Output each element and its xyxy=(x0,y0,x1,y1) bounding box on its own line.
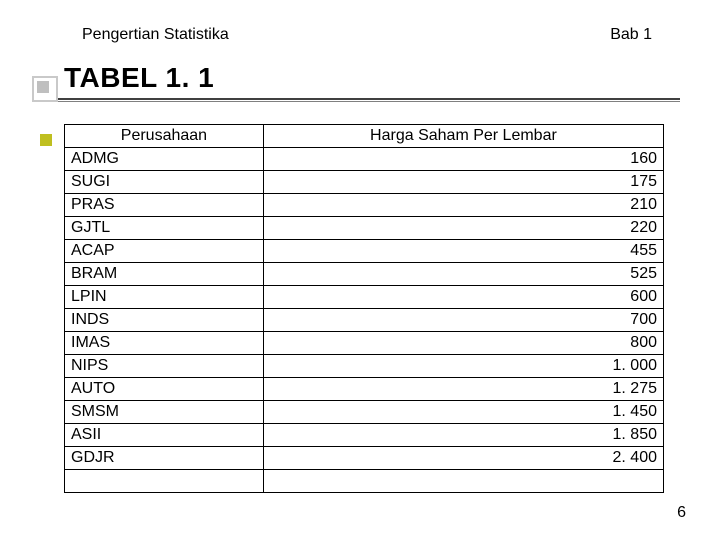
title-marker-icon xyxy=(32,76,58,102)
page-number: 6 xyxy=(677,504,686,522)
cell-price xyxy=(263,470,663,493)
cell-company: SUGI xyxy=(65,171,264,194)
table-row: GJTL220 xyxy=(65,217,664,240)
table-row: NIPS1. 000 xyxy=(65,355,664,378)
col-header-company: Perusahaan xyxy=(65,125,264,148)
cell-company: ACAP xyxy=(65,240,264,263)
table-header-row: Perusahaan Harga Saham Per Lembar xyxy=(65,125,664,148)
table-row: INDS700 xyxy=(65,309,664,332)
table-row: BRAM525 xyxy=(65,263,664,286)
col-header-price: Harga Saham Per Lembar xyxy=(263,125,663,148)
table-row: SUGI175 xyxy=(65,171,664,194)
cell-price: 600 xyxy=(263,286,663,309)
cell-price: 525 xyxy=(263,263,663,286)
cell-company: INDS xyxy=(65,309,264,332)
title-block: TABEL 1. 1 xyxy=(40,62,680,102)
table-row-blank xyxy=(65,470,664,493)
cell-company: NIPS xyxy=(65,355,264,378)
table-row: AUTO1. 275 xyxy=(65,378,664,401)
bullet-icon xyxy=(40,134,52,146)
cell-company: IMAS xyxy=(65,332,264,355)
cell-price: 210 xyxy=(263,194,663,217)
table-row: SMSM1. 450 xyxy=(65,401,664,424)
table-row: ASII1. 850 xyxy=(65,424,664,447)
slide-header: Pengertian Statistika Bab 1 xyxy=(0,0,720,44)
cell-price: 160 xyxy=(263,148,663,171)
cell-price: 2. 400 xyxy=(263,447,663,470)
cell-price: 1. 850 xyxy=(263,424,663,447)
cell-price: 175 xyxy=(263,171,663,194)
cell-price: 1. 450 xyxy=(263,401,663,424)
table-row: IMAS800 xyxy=(65,332,664,355)
table-row: ACAP455 xyxy=(65,240,664,263)
header-right: Bab 1 xyxy=(610,26,652,44)
body: Perusahaan Harga Saham Per Lembar ADMG16… xyxy=(54,124,666,493)
cell-company: GJTL xyxy=(65,217,264,240)
cell-company: AUTO xyxy=(65,378,264,401)
title-rule xyxy=(36,98,680,102)
header-left: Pengertian Statistika xyxy=(82,26,229,44)
table-row: LPIN600 xyxy=(65,286,664,309)
cell-company: PRAS xyxy=(65,194,264,217)
slide: Pengertian Statistika Bab 1 TABEL 1. 1 P… xyxy=(0,0,720,540)
table-row: ADMG160 xyxy=(65,148,664,171)
cell-company: ADMG xyxy=(65,148,264,171)
cell-company: ASII xyxy=(65,424,264,447)
slide-title: TABEL 1. 1 xyxy=(40,62,680,94)
cell-company xyxy=(65,470,264,493)
cell-company: GDJR xyxy=(65,447,264,470)
cell-price: 700 xyxy=(263,309,663,332)
cell-price: 1. 275 xyxy=(263,378,663,401)
table-row: PRAS210 xyxy=(65,194,664,217)
cell-price: 800 xyxy=(263,332,663,355)
cell-company: LPIN xyxy=(65,286,264,309)
cell-price: 1. 000 xyxy=(263,355,663,378)
cell-price: 455 xyxy=(263,240,663,263)
cell-company: SMSM xyxy=(65,401,264,424)
data-table: Perusahaan Harga Saham Per Lembar ADMG16… xyxy=(64,124,664,493)
cell-company: BRAM xyxy=(65,263,264,286)
cell-price: 220 xyxy=(263,217,663,240)
table-row: GDJR2. 400 xyxy=(65,447,664,470)
table-body: ADMG160SUGI175PRAS210GJTL220ACAP455BRAM5… xyxy=(65,148,664,493)
